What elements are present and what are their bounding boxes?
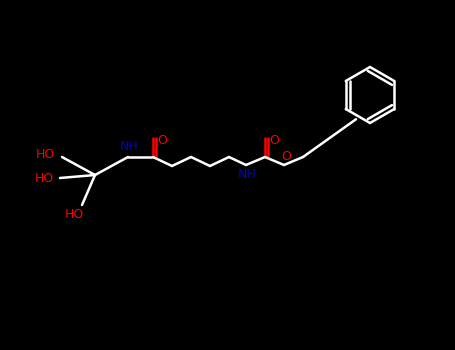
Text: HO: HO [36,148,55,161]
Text: NH: NH [238,168,256,182]
Text: HO: HO [64,209,84,222]
Text: NH: NH [120,140,138,154]
Text: O: O [281,149,291,162]
Text: O: O [269,133,279,147]
Text: HO: HO [35,172,54,184]
Text: O: O [157,133,167,147]
